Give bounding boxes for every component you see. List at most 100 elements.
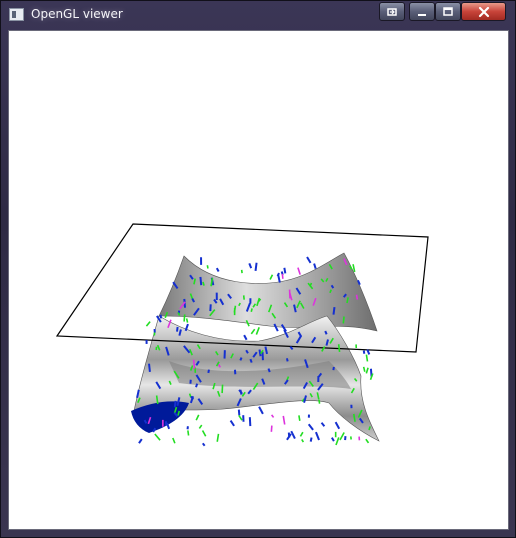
normal-vector (213, 298, 218, 304)
normal-vector (308, 380, 314, 387)
normal-vector (301, 398, 305, 402)
normal-vector (173, 412, 179, 418)
normal-vector (195, 374, 202, 383)
normal-vector (193, 278, 196, 285)
normal-vector (325, 277, 329, 282)
normal-vector (349, 265, 353, 270)
normal-vector (136, 389, 140, 399)
normal-vector (176, 397, 181, 406)
normal-vector (216, 433, 220, 442)
normal-vector (355, 294, 359, 300)
normal-vector (177, 410, 181, 416)
normal-vector (352, 264, 356, 273)
normal-vector (342, 293, 347, 298)
pin-button[interactable] (379, 2, 405, 21)
normal-vector (365, 367, 369, 374)
normal-vector (335, 437, 340, 446)
normal-vector (321, 346, 326, 352)
normal-vector (259, 349, 264, 355)
normal-vector (301, 439, 305, 443)
normal-vector (362, 366, 366, 372)
minimize-button[interactable] (409, 2, 435, 21)
normal-vector (250, 308, 253, 312)
normal-vector (309, 437, 313, 442)
normal-vector (286, 433, 292, 441)
normal-vector (346, 297, 349, 304)
close-icon (478, 6, 489, 18)
normal-vector (173, 370, 180, 379)
normal-vector (332, 306, 336, 315)
normal-vector (264, 346, 268, 355)
normal-vector (276, 272, 280, 277)
normal-vector (334, 421, 341, 430)
normal-vector (215, 350, 219, 356)
normal-vector (337, 344, 341, 353)
minimize-icon (418, 14, 426, 16)
normal-vector (285, 358, 289, 362)
normal-vector (188, 393, 192, 398)
title-bar[interactable]: OpenGL viewer (1, 1, 515, 29)
3d-scene (55, 223, 429, 447)
normal-vector (254, 262, 258, 272)
normal-vector (183, 345, 191, 354)
normal-vector (238, 414, 243, 421)
normal-vector (293, 304, 297, 313)
normal-vector (331, 437, 335, 442)
normal-vector (167, 319, 172, 329)
normal-vector (199, 276, 203, 286)
normal-vector (212, 382, 216, 390)
window-app-icon[interactable] (9, 8, 24, 21)
normal-vector (298, 415, 301, 421)
normal-vector (192, 359, 196, 369)
normal-vector (311, 336, 317, 344)
normal-vector (201, 442, 206, 447)
normal-vector (303, 395, 307, 403)
normal-vector (256, 297, 261, 307)
normal-vector (179, 301, 186, 310)
maximize-icon (443, 7, 453, 16)
normal-vector (316, 392, 320, 400)
normal-vector (320, 278, 325, 283)
surface-normals (136, 256, 374, 447)
normal-vector (195, 414, 200, 421)
normal-vector (315, 431, 320, 441)
normal-vector (215, 361, 220, 367)
opengl-viewport[interactable] (8, 30, 509, 530)
maximize-button[interactable] (435, 2, 461, 21)
normal-vector (352, 413, 356, 422)
normal-vector (324, 330, 328, 335)
normal-vector (329, 337, 334, 344)
close-button[interactable] (461, 2, 506, 21)
normal-vector (249, 358, 253, 363)
normal-vector (366, 349, 371, 355)
normal-vector (207, 369, 210, 374)
normal-vector (243, 334, 248, 341)
normal-vector (245, 319, 250, 327)
normal-vector (283, 267, 287, 274)
surface-fold-shade (169, 361, 351, 389)
normal-vector (339, 432, 345, 441)
normal-vector (206, 265, 209, 269)
normal-vector (258, 406, 264, 415)
normal-vector (282, 415, 286, 425)
normal-vector (290, 430, 296, 440)
normal-vector (154, 433, 161, 441)
normal-vector (245, 302, 251, 312)
normal-vector (283, 302, 289, 308)
normal-vector (227, 293, 232, 300)
normal-vector (255, 327, 260, 335)
normal-vector (330, 284, 335, 289)
normal-vector (306, 256, 312, 264)
pin-icon (387, 8, 397, 16)
normal-vector (172, 281, 179, 289)
normal-vector (173, 400, 177, 408)
normal-vector (189, 348, 193, 356)
normal-vector (284, 379, 289, 385)
normal-vector (198, 424, 203, 429)
normal-vector (193, 307, 200, 316)
normal-vector (209, 309, 216, 317)
normal-vector (350, 387, 355, 394)
normal-vector (283, 329, 289, 339)
normal-vector (137, 397, 141, 404)
